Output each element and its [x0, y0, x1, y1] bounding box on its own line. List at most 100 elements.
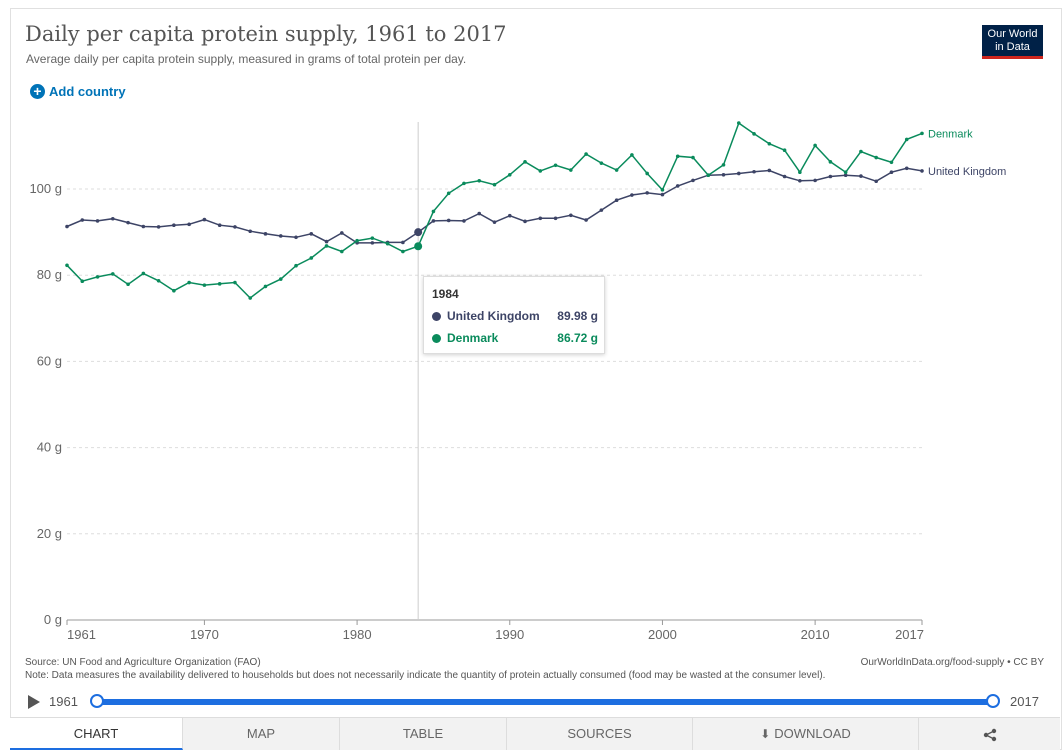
data-point [706, 173, 711, 178]
y-tick-label: 100 g [29, 181, 62, 196]
x-tick-label: 1980 [343, 627, 372, 642]
data-point [904, 137, 909, 142]
data-point [675, 184, 680, 188]
timeline-start-handle[interactable] [90, 694, 104, 708]
data-point [782, 148, 787, 153]
data-point [278, 234, 283, 238]
data-point [798, 170, 802, 174]
data-point [431, 219, 436, 223]
data-point [263, 232, 268, 236]
data-point [263, 284, 268, 289]
x-tick-label: 2017 [895, 627, 924, 642]
data-point [828, 160, 833, 164]
add-country-button[interactable]: + Add country [30, 84, 126, 99]
data-point [95, 219, 100, 223]
timeline-track[interactable] [97, 699, 993, 705]
data-point [614, 168, 619, 172]
tab-sources[interactable]: SOURCES [507, 718, 693, 750]
data-point [523, 160, 527, 164]
uk-dot-icon [432, 311, 441, 321]
data-point [630, 153, 634, 157]
tab-map[interactable]: MAP [183, 718, 340, 750]
data-point [309, 256, 314, 260]
data-point [904, 166, 909, 171]
data-point [324, 239, 329, 244]
denmark-dot-icon [432, 333, 441, 343]
data-point [538, 169, 543, 173]
data-point [324, 244, 329, 248]
data-point [355, 238, 359, 243]
y-tick-label: 60 g [37, 353, 62, 368]
add-country-label: Add country [49, 84, 126, 99]
data-point [736, 171, 741, 176]
data-point [813, 143, 817, 148]
data-point [187, 280, 191, 285]
data-point [798, 179, 802, 183]
data-point [477, 211, 482, 216]
play-icon[interactable] [28, 695, 40, 709]
data-point [538, 216, 543, 221]
tab-bar: CHART MAP TABLE SOURCES ⬇ DOWNLOAD [10, 717, 1060, 750]
y-tick-label: 40 g [37, 440, 62, 455]
tooltip-year: 1984 [432, 287, 459, 301]
data-point [920, 169, 924, 173]
data-point [843, 170, 848, 174]
data-point [370, 236, 375, 240]
data-point [828, 174, 833, 179]
data-point [202, 217, 207, 222]
data-point [340, 249, 344, 254]
data-point [202, 283, 207, 287]
data-point [813, 178, 817, 183]
tooltip-value: 89.98 g [557, 309, 598, 323]
data-point [462, 219, 466, 223]
download-label: DOWNLOAD [774, 726, 851, 741]
data-point [614, 198, 619, 203]
tooltip-name: United Kingdom [447, 309, 540, 323]
data-point [172, 223, 176, 228]
hover-tooltip: 1984 United Kingdom 89.98 g Denmark 86.7… [423, 276, 605, 354]
data-point [233, 280, 237, 285]
data-point [111, 216, 115, 221]
timeline-start-label: 1961 [49, 694, 78, 709]
data-point [385, 241, 390, 246]
highlight-point [414, 228, 423, 237]
data-point [645, 171, 649, 176]
tab-share[interactable] [919, 718, 1060, 750]
data-point [340, 231, 344, 235]
data-point [569, 213, 573, 218]
data-point [874, 155, 878, 160]
plus-icon: + [30, 84, 45, 99]
data-point [462, 181, 466, 186]
owid-logo[interactable]: Our World in Data [982, 25, 1043, 59]
data-point [278, 277, 283, 281]
source-url-link[interactable]: OurWorldInData.org/food-supply • CC BY [860, 657, 1044, 668]
y-tick-label: 80 g [37, 267, 62, 282]
data-point [477, 179, 482, 183]
source-text: Source: UN Food and Agriculture Organiza… [25, 657, 261, 668]
data-point [630, 193, 634, 197]
tooltip-value: 86.72 g [557, 331, 598, 345]
data-point [294, 263, 298, 268]
tab-chart[interactable]: CHART [10, 718, 183, 750]
data-point [920, 131, 924, 136]
data-point [660, 188, 665, 192]
share-icon [983, 728, 996, 741]
timeline-end-handle[interactable] [986, 694, 1000, 708]
data-point [80, 218, 85, 222]
data-point [431, 209, 436, 214]
tab-table[interactable]: TABLE [340, 718, 507, 750]
tab-download[interactable]: ⬇ DOWNLOAD [693, 718, 919, 750]
data-point [233, 225, 237, 229]
x-tick-label: 1990 [495, 627, 524, 642]
data-point [141, 271, 146, 276]
x-tick-label: 1970 [190, 627, 219, 642]
data-point [187, 222, 191, 227]
download-icon: ⬇ [760, 727, 771, 741]
series-line [66, 121, 923, 299]
data-point [767, 168, 772, 173]
data-point [889, 170, 894, 174]
data-point [599, 161, 604, 165]
data-point [889, 160, 894, 165]
data-point [843, 173, 848, 178]
